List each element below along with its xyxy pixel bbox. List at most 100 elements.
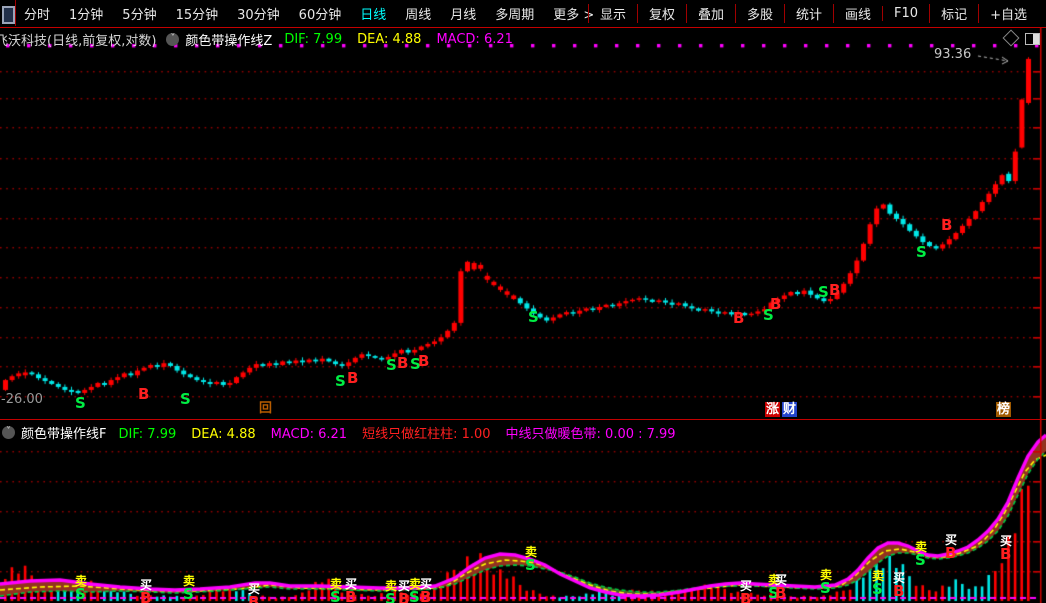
period-tab-9[interactable]: 多周期	[495, 7, 535, 23]
buy-marker: B	[140, 589, 152, 603]
sell-marker: S	[525, 556, 536, 574]
sell-marker: S	[763, 306, 774, 324]
sell-cn-marker: 卖	[183, 574, 196, 588]
indicator-field: DIF: 7.99	[118, 427, 177, 442]
toolbar-action-5[interactable]: 画线	[833, 3, 882, 23]
toolbar-action-1[interactable]: 复权	[636, 3, 686, 23]
collapse-indicator-icon[interactable]: ˅	[166, 33, 180, 46]
main-chart-canvas[interactable]	[0, 27, 1046, 419]
buy-cn-marker: 买	[740, 579, 753, 593]
period-tab-7[interactable]: 周线	[405, 7, 432, 23]
panel-divider	[0, 419, 1046, 420]
top-toolbar: 分时 1分钟 5分钟 15分钟 30分钟 60分钟 日线 周线 月线 多周期 更多 > 显示 复权 叠加…	[0, 0, 1046, 28]
buy-marker: B	[347, 369, 359, 387]
buy-marker: B	[770, 295, 782, 313]
buy-marker: B	[138, 385, 150, 403]
sell-marker: S	[768, 584, 779, 602]
sell-marker: S	[409, 588, 420, 603]
toolbar-action-2[interactable]: 叠加	[685, 3, 735, 23]
sell-marker: S	[410, 355, 421, 373]
panel-layout-icon[interactable]	[1025, 33, 1040, 45]
sell-cn-marker: 卖	[525, 545, 538, 559]
sell-marker: S	[915, 551, 926, 569]
buy-cn-marker: 买	[398, 579, 411, 593]
period-tabs: 分时 1分钟 5分钟 15分钟 30分钟 60分钟 日线 周线 月线 多周期 更多 >	[24, 0, 594, 26]
sub-title-row: ˅ 颜色带操作线F DIF: 7.99 DEA: 4.88 MACD: 6.21 短线…	[2, 423, 691, 442]
buy-marker: B	[420, 588, 432, 603]
sell-cn-marker: 卖	[768, 573, 781, 587]
period-tab-3[interactable]: 15分钟	[175, 7, 219, 23]
sell-cn-marker: 卖	[820, 568, 833, 582]
main-indicator-name: 颜色带操作线Z	[185, 34, 273, 49]
buy-marker: B	[733, 309, 745, 327]
sell-marker: S	[872, 580, 883, 598]
sell-cn-marker: 卖	[409, 577, 422, 591]
main-indicator-values: DIF: 7.99 DEA: 4.88 MACD: 6.21	[284, 32, 528, 47]
period-tab-5[interactable]: 60分钟	[298, 7, 342, 23]
sell-marker: S	[386, 356, 397, 374]
sell-marker: S	[820, 579, 831, 597]
period-tab-0[interactable]: 分时	[24, 7, 51, 23]
buy-cn-marker: 买	[893, 571, 906, 585]
window-icon[interactable]	[2, 6, 15, 24]
sell-cn-marker: 卖	[385, 579, 398, 593]
period-tab-2[interactable]: 5分钟	[122, 7, 157, 23]
toolbar-action-4[interactable]: 统计	[784, 3, 833, 23]
period-tab-6[interactable]: 日线	[360, 7, 387, 23]
indicator-field: DEA: 4.88	[357, 32, 422, 47]
stock-title: 飞沃科技(日线,前复权,对数)	[0, 34, 157, 49]
sell-cn-marker: 卖	[330, 577, 343, 591]
buy-cn-marker: 买	[420, 577, 433, 591]
sell-marker: S	[335, 372, 346, 390]
period-tab-4[interactable]: 30分钟	[237, 7, 280, 23]
period-tab-8[interactable]: 月线	[450, 7, 477, 23]
buy-cn-marker: 买	[1000, 534, 1013, 548]
indicator-field: MACD: 6.21	[436, 32, 513, 47]
buy-marker: B	[345, 588, 357, 603]
stock-tag: 榜	[996, 402, 1012, 417]
sell-marker: S	[180, 390, 191, 408]
sell-marker: S	[75, 394, 86, 412]
buy-cn-marker: 买	[775, 573, 788, 587]
indicator-field: 中线只做暖色带: 0.00 : 7.99	[505, 427, 676, 442]
buy-marker: B	[397, 354, 409, 372]
sell-cn-marker: 卖	[872, 569, 885, 583]
toolbar-action-8[interactable]: +自选	[978, 3, 1038, 23]
buy-marker: B	[941, 216, 953, 234]
buy-cn-marker: 买	[248, 582, 261, 596]
sell-marker: S	[75, 585, 86, 603]
indicator-field: 短线只做红柱柱: 1.00	[362, 427, 491, 442]
toolbar-action-7[interactable]: 标记	[929, 3, 978, 23]
indicator-field: DIF: 7.99	[284, 32, 343, 47]
buy-marker: B	[398, 590, 410, 603]
toolbar-divider	[15, 0, 16, 26]
sub-indicator-name: 颜色带操作线F	[21, 427, 107, 442]
buy-cn-marker: 买	[140, 578, 153, 592]
indicator-field: DEA: 4.88	[191, 427, 256, 442]
buy-marker: B	[775, 584, 787, 602]
buy-marker: B	[945, 544, 957, 562]
sub-collapse-indicator-icon[interactable]: ˅	[2, 426, 15, 439]
sell-marker: S	[528, 308, 539, 326]
buy-cn-marker: 买	[945, 533, 958, 547]
stock-tag: 涨	[765, 402, 781, 417]
indicator-field: MACD: 6.21	[270, 427, 348, 442]
stock-tag: 回	[259, 401, 273, 416]
sub-chart-canvas[interactable]	[0, 420, 1046, 603]
buy-marker: B	[829, 281, 841, 299]
toolbar-actions: 显示 复权 叠加 多股 统计 画线 F10 标记 +自选	[587, 0, 1038, 26]
buy-marker: B	[740, 590, 752, 603]
stock-tag: 财	[782, 402, 798, 417]
period-tab-10[interactable]: 更多 >	[553, 7, 595, 23]
toolbar-action-0[interactable]: 显示	[587, 3, 637, 23]
buy-marker: B	[418, 352, 430, 370]
period-tab-1[interactable]: 1分钟	[69, 7, 104, 23]
buy-marker: B	[1000, 545, 1012, 563]
toolbar-action-3[interactable]: 多股	[735, 3, 784, 23]
buy-marker: B	[248, 593, 260, 603]
toolbar-action-6[interactable]: F10	[882, 5, 929, 21]
buy-cn-marker: 买	[345, 577, 358, 591]
sell-marker: S	[385, 590, 396, 603]
sell-marker: S	[330, 588, 341, 603]
